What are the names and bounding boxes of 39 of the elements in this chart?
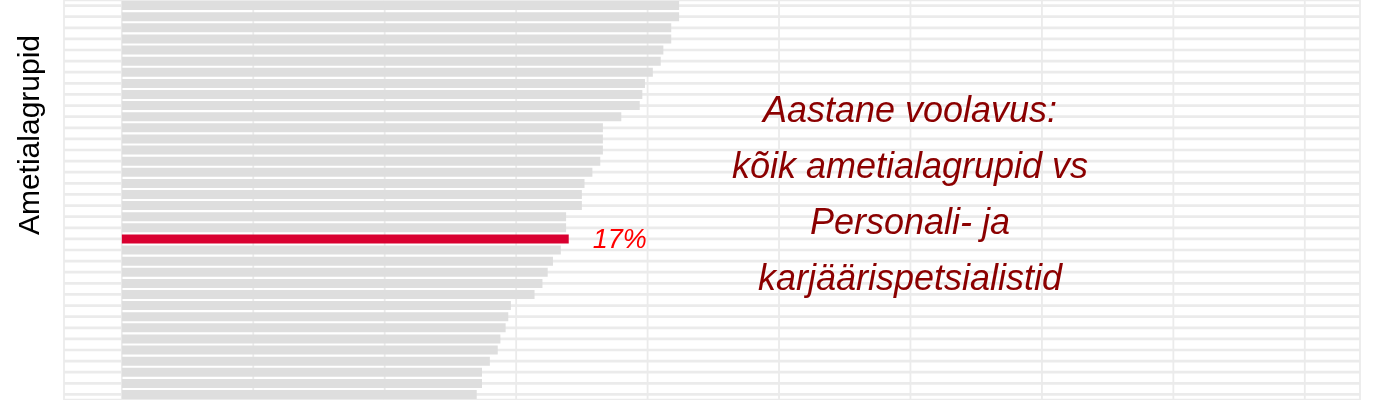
bar (121, 178, 585, 188)
bar (121, 301, 511, 311)
bar (121, 312, 509, 322)
bar (121, 367, 482, 377)
bar (121, 78, 645, 88)
bar (121, 1, 680, 11)
bar (121, 56, 661, 66)
bar (121, 323, 506, 333)
bar (121, 34, 672, 44)
bar (121, 267, 548, 277)
bar (121, 167, 593, 177)
bar (121, 101, 640, 111)
bar (121, 123, 603, 133)
data-label: 17% (592, 224, 647, 255)
bar (121, 290, 535, 299)
bar (121, 112, 622, 122)
bar (121, 156, 601, 166)
bar (121, 278, 543, 288)
bar (121, 223, 567, 233)
bar (121, 134, 603, 144)
bar (121, 345, 498, 355)
bar (121, 334, 501, 344)
bar (121, 23, 672, 33)
bar (121, 45, 664, 55)
text: Aastane voolavus: kõik ametialagrupid vs Personali- ja karjäärispetsialistid (730, 88, 1090, 300)
bar (121, 256, 553, 266)
bar (121, 390, 477, 399)
bar (121, 67, 653, 77)
bar (121, 356, 490, 366)
bar (121, 12, 680, 22)
bar (121, 245, 561, 255)
bar (121, 234, 569, 244)
bar (121, 201, 582, 211)
bar (121, 90, 643, 99)
bar (121, 145, 603, 155)
bar (121, 212, 567, 222)
y-axis-title: Ametialagrupid (11, 34, 45, 236)
bar (121, 378, 482, 388)
bar (121, 190, 582, 199)
